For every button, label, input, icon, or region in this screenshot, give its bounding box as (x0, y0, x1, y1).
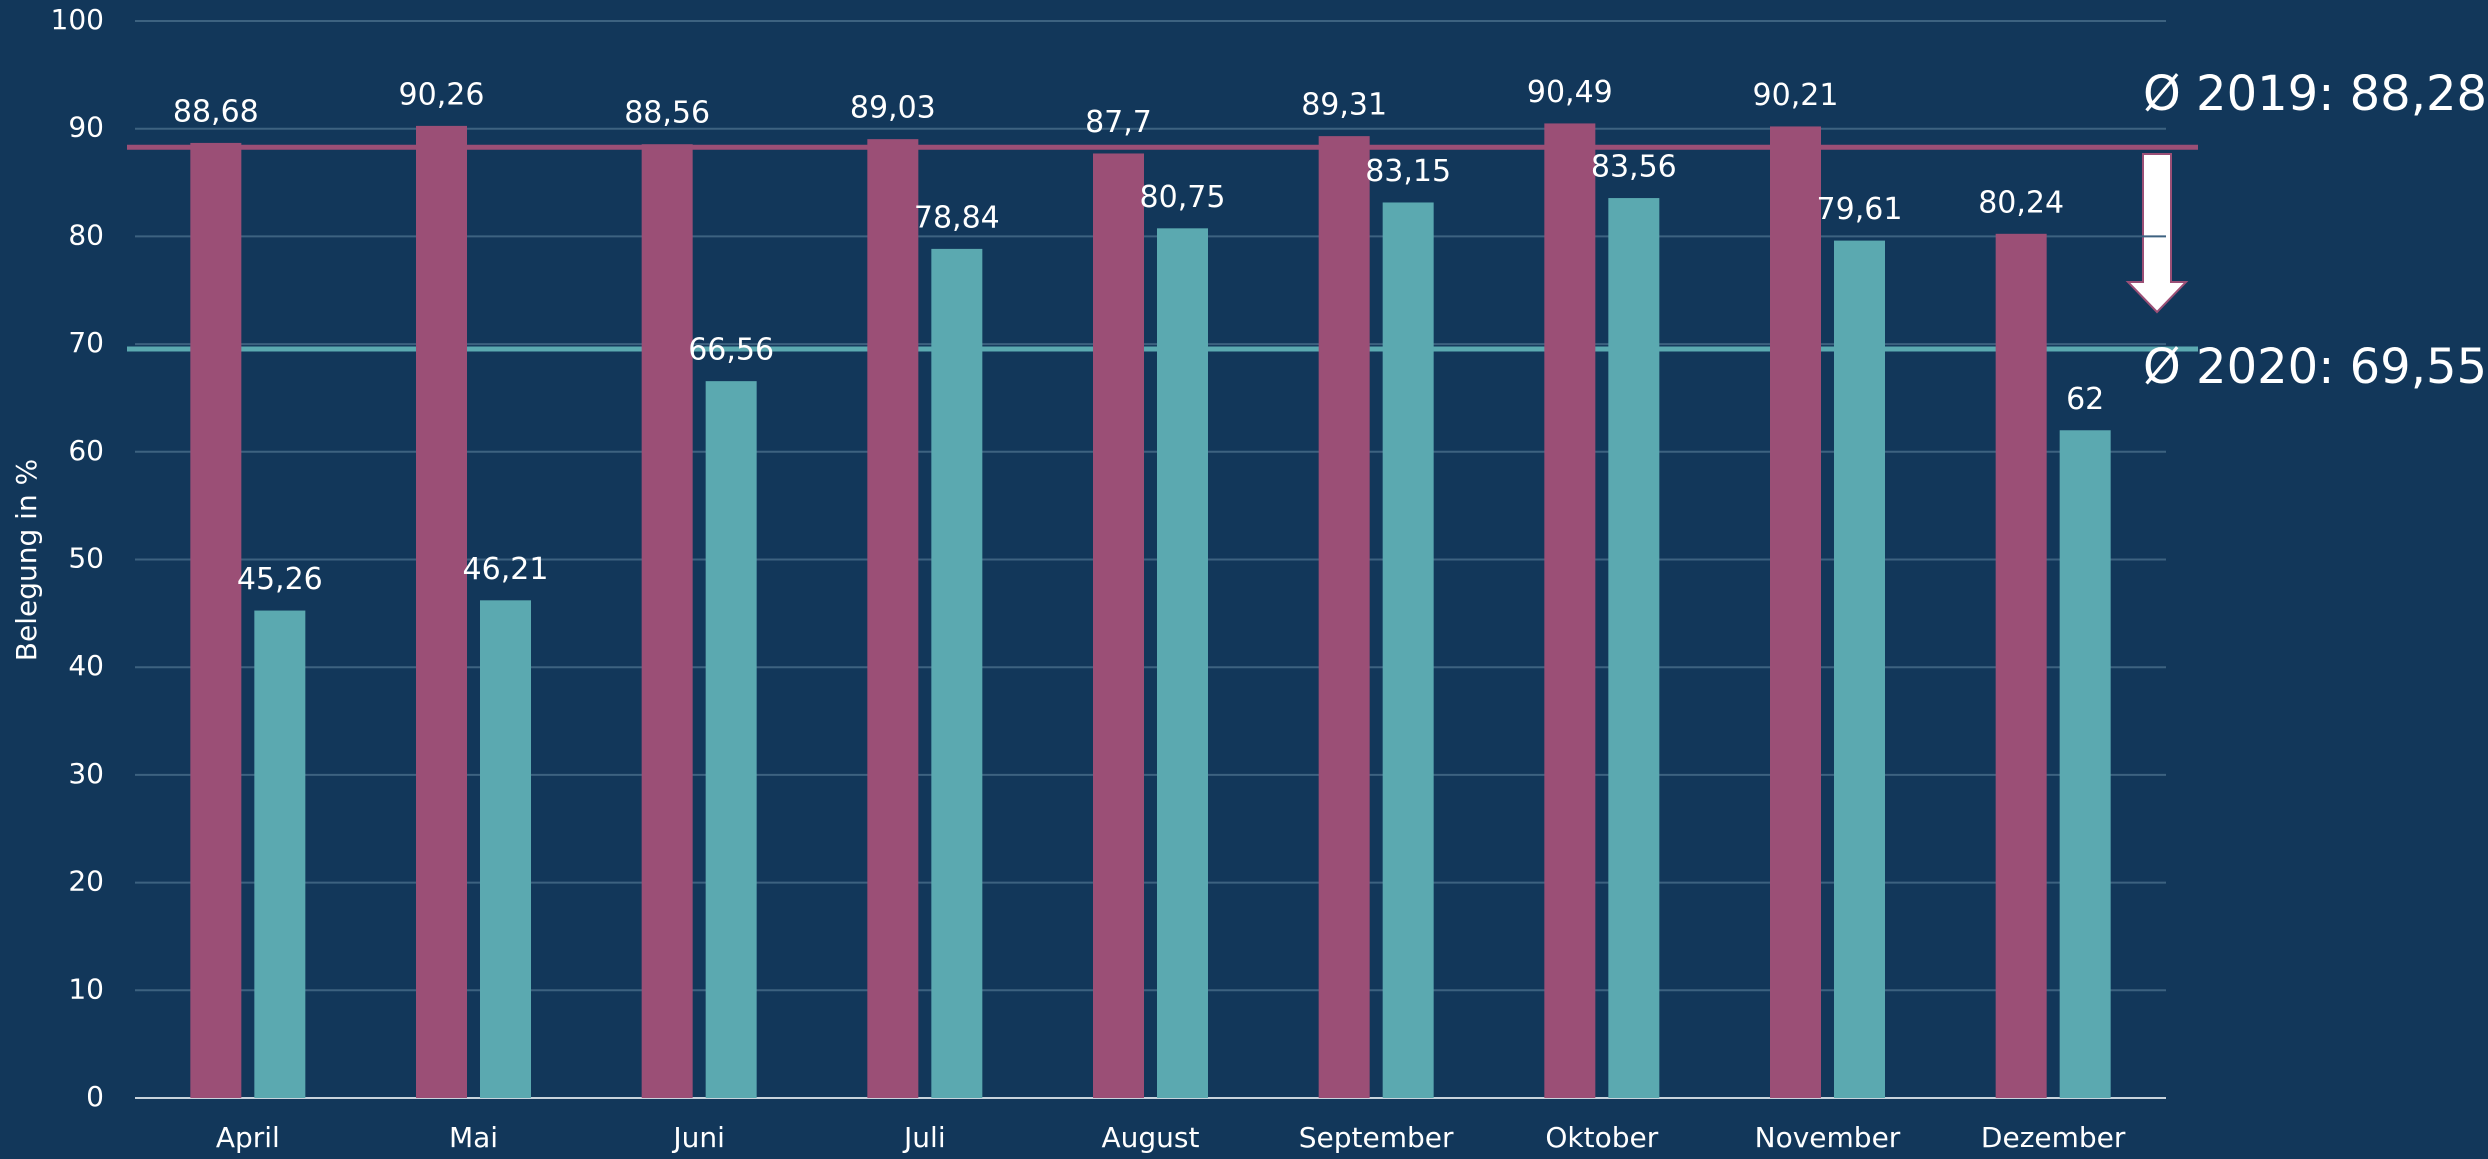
y-tick-label: 90 (68, 111, 104, 144)
data-label: 79,61 (1817, 192, 1903, 227)
data-label: 62 (2066, 382, 2104, 417)
decline-arrow (2125, 153, 2189, 314)
data-label: 88,56 (624, 96, 710, 131)
data-label: 90,26 (399, 77, 485, 112)
bar (1770, 126, 1821, 1099)
y-tick-label: 50 (68, 542, 104, 575)
y-tick-label: 80 (68, 218, 104, 251)
data-label: 88,68 (173, 94, 259, 129)
x-tick-label: September (1299, 1121, 1454, 1154)
bar (931, 248, 983, 1099)
data-label: 78,84 (914, 200, 1000, 235)
bar (416, 125, 467, 1099)
bar (705, 381, 757, 1098)
y-tick-label: 0 (86, 1080, 104, 1113)
bar (254, 610, 306, 1098)
bar (641, 144, 693, 1098)
bar (867, 139, 919, 1098)
x-tick-label: Juli (902, 1121, 946, 1154)
x-tick-label: April (216, 1121, 280, 1154)
x-tick-label: August (1102, 1121, 1200, 1154)
bar (1318, 136, 1370, 1099)
data-label: 83,56 (1591, 150, 1677, 185)
data-label: 89,31 (1301, 88, 1387, 123)
y-tick-label: 10 (68, 972, 104, 1005)
x-tick-label: Juni (671, 1121, 725, 1154)
x-tick-label: Mai (449, 1121, 498, 1154)
bar (1382, 202, 1434, 1099)
average-label: Ø 2019: 88,28% (2143, 66, 2488, 122)
bar (1544, 123, 1596, 1098)
bar (2059, 430, 2111, 1098)
y-tick-label: 40 (68, 649, 104, 682)
average-label: Ø 2020: 69,55% (2143, 339, 2488, 395)
data-label: 90,21 (1753, 78, 1839, 113)
y-tick-label: 60 (68, 434, 104, 467)
y-tick-label: 100 (51, 3, 104, 36)
bar (1608, 198, 1660, 1098)
data-label: 45,26 (237, 562, 323, 597)
y-tick-label: 20 (68, 865, 104, 898)
bar (480, 600, 531, 1098)
data-label: 83,15 (1365, 154, 1451, 189)
data-label: 90,49 (1527, 75, 1613, 110)
x-tick-label: November (1755, 1121, 1901, 1154)
bar (1093, 153, 1144, 1098)
bar (1995, 233, 2047, 1099)
bar (190, 142, 242, 1099)
x-tick-label: Dezember (1981, 1121, 2126, 1154)
bar (1834, 240, 1885, 1099)
data-label: 46,21 (463, 552, 549, 587)
y-axis-label: Belegung in % (10, 459, 43, 661)
data-label: 80,75 (1140, 180, 1226, 215)
data-label: 87,7 (1085, 105, 1152, 140)
data-label: 89,03 (850, 91, 936, 126)
y-tick-label: 30 (68, 757, 104, 790)
data-label: 66,56 (688, 333, 774, 368)
bar (1157, 228, 1208, 1098)
data-label: 80,24 (1978, 185, 2064, 220)
x-tick-label: Oktober (1545, 1121, 1658, 1154)
y-tick-label: 70 (68, 326, 104, 359)
